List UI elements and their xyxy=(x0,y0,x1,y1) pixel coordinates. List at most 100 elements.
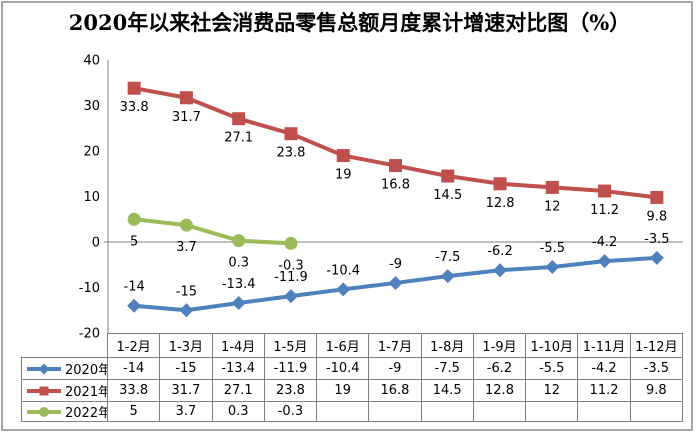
data-label-2020年: -4.2 xyxy=(592,235,617,250)
data-point-2021年 xyxy=(493,177,507,191)
value-cell-2020年: -4.2 xyxy=(577,357,631,380)
month-header-cell: 1-2月 xyxy=(106,333,161,358)
data-point-2020年 xyxy=(597,254,612,269)
value-cell-2020年: -11.9 xyxy=(263,357,318,380)
data-point-2021年 xyxy=(389,159,402,173)
data-point-2021年 xyxy=(336,149,350,163)
value-cell-2022年: -0.3 xyxy=(263,401,318,422)
value-cell-2020年: -14 xyxy=(106,357,161,380)
data-label-2020年: -7.5 xyxy=(435,250,460,265)
data-point-2020年 xyxy=(440,269,455,284)
legend-label-2022年: 2022年 xyxy=(65,406,108,421)
data-label-2021年: 27.1 xyxy=(224,131,253,146)
data-label-2020年: -15 xyxy=(176,284,197,299)
value-cell-2021年: 23.8 xyxy=(263,379,318,402)
data-label-2021年: 14.5 xyxy=(433,188,462,203)
series-line-2022年 xyxy=(132,217,293,246)
data-point-2020年 xyxy=(649,250,664,265)
value-cell-2021年: 31.7 xyxy=(159,379,213,402)
data-label-2021年: 19 xyxy=(335,168,352,183)
value-cell-2021年: 14.5 xyxy=(420,379,474,402)
legend-label-2020年: 2020年 xyxy=(65,363,108,378)
month-header-cell: 1-9月 xyxy=(472,333,527,358)
data-label-2020年: -9 xyxy=(389,257,402,272)
value-cell-2022年 xyxy=(525,401,579,422)
month-header-cell: 1-12月 xyxy=(629,333,684,358)
table-row-2021年: 2021年 33.8 31.7 27.1 23.8 19 16.8 14.5 12.8 12 11.… xyxy=(21,379,684,402)
y-axis-tick-label: -20 xyxy=(79,327,100,342)
data-label-2021年: 31.7 xyxy=(172,110,201,125)
value-cell-2022年: 3.7 xyxy=(159,401,213,422)
data-label-2020年: -13.4 xyxy=(222,277,256,292)
month-header-cell: 1-10月 xyxy=(525,333,579,358)
data-table: 1-2月 1-3月 1-4月 1-5月 1-6月 1-7月 1-8月 1-9月 1-10月 1-1… xyxy=(21,333,684,422)
value-cell-2021年: 19 xyxy=(316,379,370,402)
data-point-2021年 xyxy=(441,169,455,183)
value-cell-2022年 xyxy=(368,401,422,422)
data-label-2021年: 11.2 xyxy=(590,203,619,218)
value-cell-2022年 xyxy=(629,401,684,422)
value-cell-2022年 xyxy=(316,401,370,422)
table-row-2020年: 2020年 -14 -15 -13.4 -11.9 -10.4 -9 -7.5 -6.2 -5.5… xyxy=(21,357,684,380)
data-label-2021年: 12 xyxy=(544,199,561,214)
value-cell-2020年: -9 xyxy=(368,357,422,380)
y-axis-tick-label: 30 xyxy=(83,99,100,114)
month-header-cell: 1-11月 xyxy=(577,333,631,358)
y-axis-tick-label: 20 xyxy=(83,145,100,160)
value-cell-2020年: -7.5 xyxy=(420,357,474,380)
month-header-cell: 1-4月 xyxy=(211,333,265,358)
legend-cell-2021年: 2021年 xyxy=(21,379,108,402)
y-axis-tick-label: 10 xyxy=(83,190,100,205)
month-header-cell: 1-5月 xyxy=(263,333,318,358)
value-cell-2020年: -3.5 xyxy=(629,357,684,380)
data-label-2021年: 9.8 xyxy=(647,209,668,224)
data-point-2021年 xyxy=(598,184,612,198)
data-label-2020年: -11.9 xyxy=(274,270,308,285)
data-point-2022年 xyxy=(284,236,298,250)
value-cell-2022年 xyxy=(472,401,527,422)
value-cell-2022年: 0.3 xyxy=(211,401,265,422)
data-label-2022年: -0.3 xyxy=(278,258,303,273)
value-cell-2020年: -15 xyxy=(159,357,213,380)
data-label-2020年: -3.5 xyxy=(644,232,669,247)
data-point-2021年 xyxy=(127,81,141,95)
month-header-cell: 1-6月 xyxy=(316,333,370,358)
data-point-2020年 xyxy=(545,260,560,275)
data-point-2022年 xyxy=(232,234,246,248)
value-cell-2020年: -5.5 xyxy=(525,357,579,380)
legend-label-2021年: 2021年 xyxy=(65,385,108,400)
value-cell-2021年: 12 xyxy=(525,379,579,402)
data-label-2022年: 3.7 xyxy=(176,240,197,255)
y-axis-tick-label: 0 xyxy=(92,236,100,251)
data-point-2022年 xyxy=(127,212,141,226)
value-cell-2020年: -10.4 xyxy=(316,357,370,380)
data-point-2021年 xyxy=(284,127,298,141)
data-point-2020年 xyxy=(283,289,298,304)
legend-cell-2022年: 2022年 xyxy=(21,401,108,422)
value-cell-2022年 xyxy=(577,401,631,422)
data-point-2020年 xyxy=(231,295,246,310)
value-cell-2021年: 33.8 xyxy=(106,379,161,402)
table-row-2022年: 2022年 5 3.7 0.3 -0.3 xyxy=(21,401,684,422)
legend-swatch-2022年 xyxy=(27,406,61,417)
data-point-2021年 xyxy=(179,91,193,105)
value-cell-2022年 xyxy=(420,401,474,422)
value-cell-2021年: 27.1 xyxy=(211,379,265,402)
legend-cell-2020年: 2020年 xyxy=(21,357,108,380)
data-point-2020年 xyxy=(127,298,142,313)
data-point-2021年 xyxy=(232,112,246,126)
data-label-2020年: -5.5 xyxy=(540,241,565,256)
chart-title: 2020年以来社会消费品零售总额月度累计增速对比图（%） xyxy=(68,10,631,35)
data-label-2020年: -14 xyxy=(124,280,145,295)
data-point-2020年 xyxy=(388,275,403,290)
month-header-cell: 1-7月 xyxy=(368,333,422,358)
y-axis-tick-label: -10 xyxy=(79,281,100,296)
table-corner-blank xyxy=(22,334,108,358)
data-label-2022年: 0.3 xyxy=(228,256,249,271)
data-label-2021年: 23.8 xyxy=(276,146,305,161)
data-label-2021年: 16.8 xyxy=(381,178,410,193)
data-point-2021年 xyxy=(650,190,664,204)
data-label-2021年: 12.8 xyxy=(486,196,515,211)
